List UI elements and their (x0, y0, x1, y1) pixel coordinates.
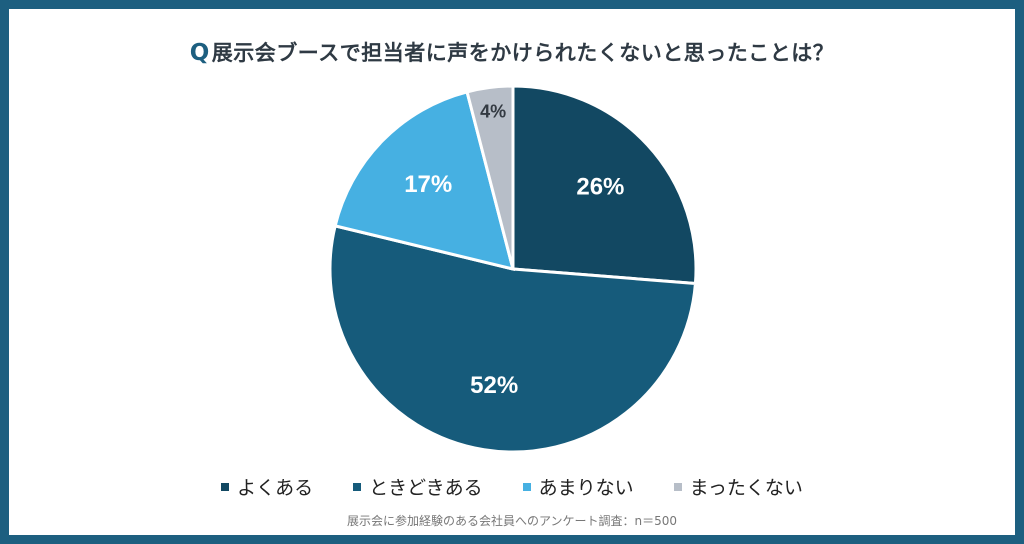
pie-label-0: 26% (576, 174, 624, 201)
pie-slice-3 (465, 84, 515, 270)
chart-legend: よくある ときどきある あまりない まったくない (9, 473, 1015, 500)
legend-label-2: あまりない (538, 477, 634, 499)
pie-slice-1 (328, 224, 698, 454)
pie-slice-2 (333, 90, 516, 272)
pie-label-2: 17% (404, 171, 452, 198)
legend-item-2: あまりない (522, 473, 634, 500)
survey-footnote: 展示会に参加経験のある会社員へのアンケート調査：n＝500 (346, 514, 678, 528)
legend-swatch-0 (221, 482, 230, 491)
legend-label-0: よくある (237, 477, 314, 499)
legend-label-3: まったくない (689, 477, 803, 499)
legend-swatch-2 (522, 482, 531, 491)
chart-frame: Q展示会ブースで担当者に声をかけられたくないと思ったことは？ 26% 52% 17%… (9, 9, 1015, 535)
title-text: 展示会ブースで担当者に声をかけられたくないと思ったことは？ (211, 41, 835, 65)
title-prefix: Q (189, 40, 210, 66)
legend-swatch-1 (353, 482, 362, 491)
legend-label-1: ときどきある (369, 477, 483, 499)
pie-chart: 26% 52% 17% 4% (328, 84, 698, 454)
chart-title: Q展示会ブースで担当者に声をかけられたくないと思ったことは？ (9, 37, 1015, 67)
legend-swatch-3 (673, 482, 682, 491)
pie-label-3: 4% (480, 102, 506, 122)
legend-item-3: まったくない (673, 473, 803, 500)
pie-label-1: 52% (470, 372, 518, 399)
legend-item-0: よくある (221, 473, 313, 500)
pie-slice-0 (511, 84, 698, 286)
legend-item-1: ときどきある (353, 473, 483, 500)
